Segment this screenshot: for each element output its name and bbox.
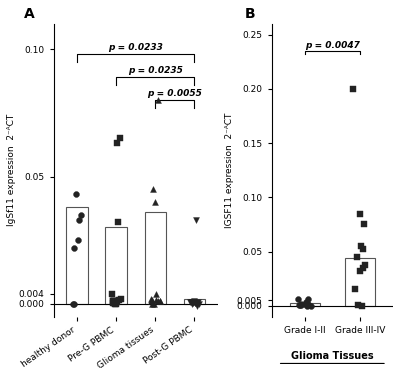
Point: [108, 291, 115, 297]
Point: [112, 301, 118, 307]
Point: [359, 303, 366, 309]
Point: [155, 298, 162, 304]
Point: [357, 268, 364, 274]
Point: [355, 302, 362, 308]
Point: [196, 301, 202, 307]
Point: [296, 302, 302, 308]
Point: [156, 298, 163, 304]
Y-axis label: IgSf11 expression  2⁻ᴬCT: IgSf11 expression 2⁻ᴬCT: [7, 114, 16, 226]
Point: [118, 296, 124, 302]
Point: [148, 296, 154, 302]
Point: [298, 302, 304, 308]
Point: [114, 299, 120, 305]
Point: [153, 297, 160, 303]
Point: [188, 299, 194, 305]
Point: [116, 297, 122, 303]
Point: [110, 298, 116, 304]
Point: [308, 303, 314, 309]
Point: [110, 298, 116, 304]
Point: [195, 299, 202, 305]
Bar: [290, 304, 320, 306]
Point: [303, 299, 310, 305]
Point: [191, 298, 197, 304]
Text: p = 0.0233: p = 0.0233: [108, 43, 163, 52]
Point: [111, 298, 118, 304]
Bar: [345, 258, 375, 306]
Point: [76, 217, 82, 223]
Point: [360, 246, 366, 253]
Point: [305, 301, 311, 307]
Point: [188, 301, 195, 307]
Text: p = 0.0047: p = 0.0047: [305, 41, 360, 50]
Point: [70, 301, 76, 307]
Point: [78, 212, 84, 218]
Point: [189, 299, 196, 305]
Point: [352, 287, 358, 293]
Bar: [66, 207, 88, 304]
Point: [194, 304, 200, 310]
Point: [193, 299, 199, 305]
Point: [148, 297, 154, 304]
Point: [114, 140, 120, 146]
Text: p = 0.0055: p = 0.0055: [148, 88, 202, 98]
Point: [192, 300, 198, 306]
Point: [110, 299, 116, 305]
Point: [358, 243, 365, 249]
Point: [73, 191, 79, 197]
Text: A: A: [24, 7, 35, 21]
Point: [149, 186, 156, 192]
Point: [361, 222, 367, 228]
Point: [304, 303, 310, 309]
Point: [192, 300, 198, 306]
Text: B: B: [245, 7, 256, 21]
Point: [302, 301, 308, 307]
Point: [190, 300, 196, 306]
Point: [113, 299, 120, 305]
Point: [295, 296, 302, 302]
Y-axis label: IGSF11 expression  2⁻ᴬCT: IGSF11 expression 2⁻ᴬCT: [225, 113, 234, 228]
Point: [191, 299, 198, 305]
Point: [153, 291, 160, 297]
Point: [360, 265, 366, 271]
Bar: [144, 212, 166, 304]
Point: [350, 86, 356, 92]
Point: [354, 254, 360, 260]
Point: [149, 297, 156, 303]
Text: p = 0.0235: p = 0.0235: [128, 66, 183, 75]
X-axis label: Glioma Tissues: Glioma Tissues: [291, 351, 374, 361]
Bar: [184, 299, 205, 304]
Bar: [106, 228, 127, 304]
Point: [298, 301, 304, 307]
Point: [297, 302, 304, 308]
Point: [305, 296, 312, 302]
Point: [113, 301, 119, 307]
Point: [75, 237, 81, 243]
Point: [362, 262, 369, 268]
Point: [152, 199, 159, 205]
Point: [187, 299, 193, 305]
Point: [111, 300, 118, 306]
Point: [116, 135, 123, 141]
Point: [71, 245, 77, 251]
Point: [148, 301, 155, 307]
Point: [110, 297, 117, 304]
Point: [193, 217, 200, 223]
Point: [155, 97, 161, 103]
Point: [111, 299, 118, 305]
Point: [115, 219, 121, 225]
Point: [71, 301, 77, 307]
Point: [156, 298, 163, 304]
Point: [357, 211, 363, 217]
Point: [150, 301, 157, 307]
Point: [305, 302, 311, 308]
Point: [112, 299, 119, 305]
